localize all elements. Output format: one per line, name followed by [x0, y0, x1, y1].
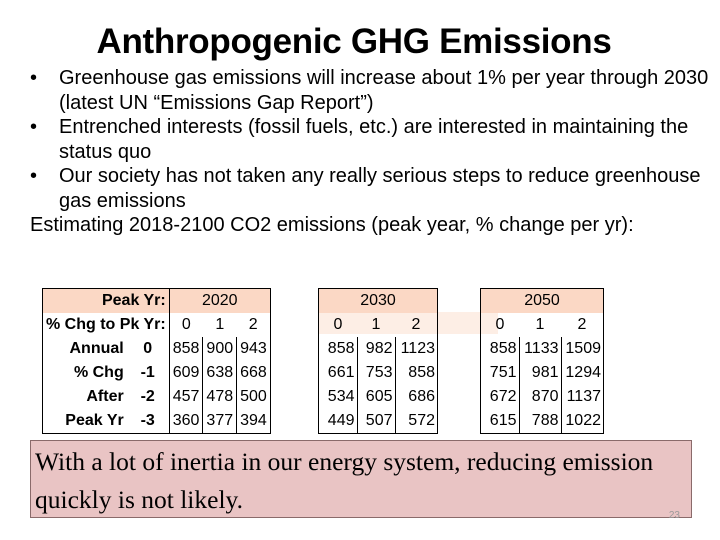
col-header: 0: [318, 313, 357, 337]
row-label: Peak Yr: [41, 409, 127, 434]
group-year-2030: 2030: [318, 288, 438, 313]
col-header: 2: [236, 313, 271, 337]
emissions-table-2050: 2050 0 1 2 858 1133 1509 751 981 1294 67…: [480, 288, 604, 434]
page-number: 23: [668, 510, 680, 521]
row-value: -2: [140, 388, 155, 405]
callout-note: With a lot of inertia in our energy syst…: [30, 440, 692, 518]
row-label: Annual: [41, 337, 127, 361]
table-cell: 360: [168, 409, 203, 434]
table-cell: 1294: [560, 361, 604, 385]
chg-label: % Chg to Pk Yr:: [42, 313, 170, 337]
table-row: After -2 457 478 500: [41, 385, 271, 409]
table-row: 751 981 1294: [480, 361, 604, 385]
col-header: 0: [480, 313, 519, 337]
table-cell: 377: [202, 409, 237, 434]
table-cell: 615: [480, 409, 519, 434]
table-row: Peak Yr -3 360 377 394: [41, 409, 271, 434]
table-cell: 1509: [560, 337, 604, 361]
table-cell: 507: [356, 409, 395, 434]
table-cell: 858: [168, 337, 203, 361]
table-row: 661 753 858: [318, 361, 438, 385]
table-row: 858 982 1123: [318, 337, 438, 361]
table-cell: 1022: [560, 409, 604, 434]
bullet-marker: •: [30, 116, 38, 138]
table-cell: 449: [318, 409, 357, 434]
table-cell: 900: [202, 337, 237, 361]
table-cell: 672: [480, 385, 519, 409]
table-row: 449 507 572: [318, 409, 438, 434]
row-value: 0: [143, 340, 153, 357]
table-cell: 500: [236, 385, 271, 409]
table-cell: 668: [236, 361, 271, 385]
table-cell: 753: [356, 361, 395, 385]
table-row: 534 605 686: [318, 385, 438, 409]
table-row: 672 870 1137: [480, 385, 604, 409]
table-cell: 457: [168, 385, 203, 409]
col-header: 2: [395, 313, 438, 337]
group-year-2050: 2050: [480, 288, 604, 313]
row-value: -1: [140, 364, 155, 381]
table-cell: 858: [318, 337, 357, 361]
table-cell: 572: [394, 409, 438, 434]
bullet-item: • Entrenched interests (fossil fuels, et…: [30, 115, 710, 164]
bullet-list: • Greenhouse gas emissions will increase…: [30, 66, 710, 238]
bullet-text: Greenhouse gas emissions will increase a…: [59, 67, 709, 114]
table-cell: 534: [318, 385, 357, 409]
table-row: 858 1133 1509: [480, 337, 604, 361]
table-row: 615 788 1022: [480, 409, 604, 434]
table-cell: 478: [202, 385, 237, 409]
row-label: After: [41, 385, 127, 409]
table-cell: 751: [480, 361, 519, 385]
table-cell: 661: [318, 361, 357, 385]
emissions-table-2030: 2030 0 1 2 858 982 1123 661 753 858 534 …: [318, 288, 438, 434]
table-cell: 788: [518, 409, 561, 434]
row-value: -3: [126, 409, 170, 434]
bullet-item: • Our society has not taken any really s…: [30, 164, 710, 213]
table-cell: 858: [480, 337, 519, 361]
table-cell: 1133: [518, 337, 561, 361]
bullet-marker: •: [30, 67, 38, 89]
table-cell: 609: [168, 361, 203, 385]
estimating-line: Estimating 2018-2100 CO2 emissions (peak…: [30, 214, 634, 236]
bullet-text: Our society has not taken any really ser…: [59, 165, 701, 212]
table-cell: 943: [236, 337, 271, 361]
bullet-item: • Greenhouse gas emissions will increase…: [30, 66, 710, 115]
bullet-text: Entrenched interests (fossil fuels, etc.…: [59, 116, 689, 163]
table-cell: 394: [236, 409, 271, 434]
table-cell: 1123: [394, 337, 438, 361]
table-row: % Chg -1 609 638 668: [41, 361, 271, 385]
emissions-table-2020: Peak Yr: 2020 % Chg to Pk Yr: 0 1 2 Annu…: [41, 288, 271, 434]
bullet-marker: •: [30, 165, 38, 187]
col-header: 2: [561, 313, 604, 337]
group-year-2020: 2020: [168, 288, 271, 313]
table-cell: 686: [394, 385, 438, 409]
slide-title: Anthropogenic GHG Emissions: [96, 22, 612, 61]
table-cell: 605: [356, 385, 395, 409]
col-header: 1: [215, 316, 225, 333]
table-cell: 638: [202, 361, 237, 385]
peak-yr-label: Peak Yr:: [42, 288, 170, 313]
col-header: 0: [168, 313, 203, 337]
table-cell: 981: [518, 361, 561, 385]
table-cell: 1137: [560, 385, 604, 409]
table-row: Annual 0 858 900 943: [41, 337, 271, 361]
col-header: 1: [371, 316, 381, 333]
col-header: 1: [535, 316, 545, 333]
table-cell: 982: [356, 337, 395, 361]
row-label: % Chg: [41, 361, 127, 385]
table-cell: 870: [518, 385, 561, 409]
table-cell: 858: [394, 361, 438, 385]
